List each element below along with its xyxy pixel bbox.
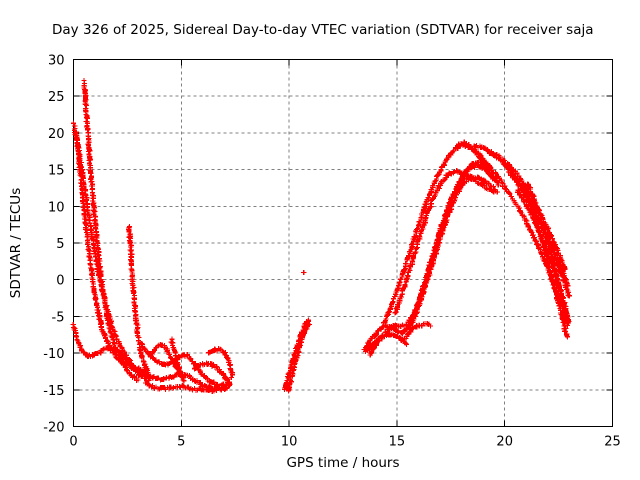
y-tick-label: -20 [43, 421, 64, 436]
y-tick-label: -5 [52, 310, 65, 325]
y-tick-label: 20 [48, 127, 65, 142]
x-tick-label: 10 [281, 435, 298, 450]
x-tick-label: 25 [604, 435, 621, 450]
y-tick-label: 30 [48, 54, 65, 69]
x-tick-label: 5 [177, 435, 185, 450]
data-series-sdtvar [70, 78, 572, 394]
x-axis-title: GPS time / hours [286, 455, 399, 471]
y-axis-title: SDTVAR / TECUs [8, 188, 24, 298]
y-tick-label: -10 [43, 347, 64, 362]
y-tick-label: 15 [48, 164, 65, 179]
page-title: Day 326 of 2025, Sidereal Day-to-day VTE… [52, 22, 594, 38]
x-tick-label: 0 [69, 435, 77, 450]
y-tick-label: 0 [56, 274, 64, 289]
y-tick-label: 5 [56, 237, 64, 252]
y-tick-label: 10 [48, 200, 65, 215]
y-tick-label: 25 [48, 90, 65, 105]
axis-ticks [73, 59, 613, 427]
y-tick-label: -15 [43, 384, 64, 399]
x-tick-label: 15 [389, 435, 406, 450]
sdtvar-data-markers [70, 78, 572, 394]
x-axis-tick-labels: 0 5 10 15 20 25 [69, 435, 620, 450]
x-tick-label: 20 [496, 435, 513, 450]
y-axis-tick-labels: -20 -15 -10 -5 0 5 10 15 20 25 30 [43, 54, 64, 436]
gridlines [73, 59, 613, 427]
